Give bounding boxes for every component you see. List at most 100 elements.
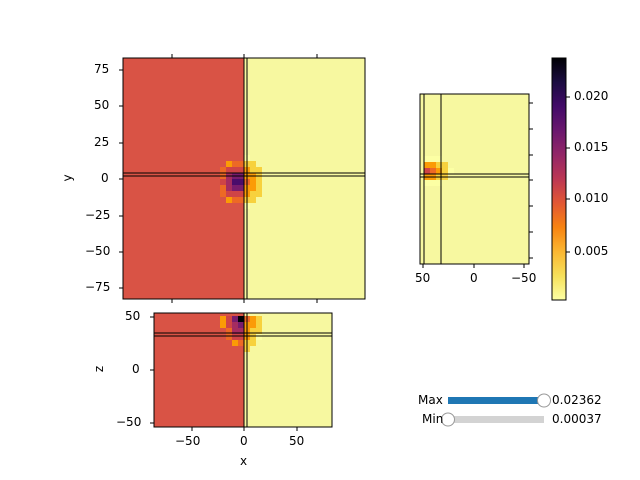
heatmap-cell [238,167,244,173]
heatmap-cell [250,167,256,173]
heatmap-cell [226,197,232,203]
xy-ylabel: y [60,174,75,182]
colorbar-ticks [566,96,570,253]
heatmap-cell [436,180,442,186]
zy-plot[interactable] [419,93,533,268]
heatmap-cell [436,156,442,162]
heatmap-cell [220,191,226,197]
xz-xtick-label: 0 [240,434,248,448]
xy-ytick-label: 50 [94,98,110,112]
zy-xtick-label: 0 [470,271,478,285]
heatmap-cell [232,322,238,328]
xz-xlabel: x [240,454,248,468]
min-slider-label: Min [422,412,444,426]
heatmap-cell [238,322,244,328]
heatmap-cell [238,161,244,167]
heatmap-cell [250,197,256,203]
zy-xtick-label: −50 [511,271,537,285]
heatmap-cell [238,197,244,203]
heatmap-cell [220,322,226,328]
heatmap-cell [250,328,256,334]
max-slider-fill [448,397,544,404]
xy-ytick-label: −75 [85,280,111,294]
heatmap-cell [232,197,238,203]
heatmap-cell [238,328,244,334]
xy-ticks [119,54,318,303]
heatmap-cell [232,167,238,173]
max-slider[interactable] [448,393,551,408]
max-slider-label: Max [418,393,443,407]
xy-plot[interactable] [119,54,366,303]
xz-ytick-label: −50 [116,415,142,429]
xz-ticks [150,316,298,431]
heatmap-cell [250,185,256,191]
heatmap-cell [220,179,226,185]
heatmap-cell [256,328,262,334]
heatmap-cell [232,316,238,322]
heatmap-cell [226,161,232,167]
heatmap-cell [250,316,256,322]
heatmap-cell [232,161,238,167]
xz-xtick-label: −50 [175,434,201,448]
heatmap-cell [424,180,430,186]
colorbar-tick-label: 0.015 [574,140,609,154]
xy-ytick-label: 25 [94,135,110,149]
heatmap-cell [238,316,244,322]
colorbar-frame [551,57,567,301]
min-slider-value: 0.00037 [552,412,602,426]
heatmap-cell [250,340,256,346]
heatmap-cell [430,180,436,186]
heatmap-cell [436,162,442,168]
colorbar-tick-label: 0.010 [574,191,609,205]
min-slider-handle[interactable] [441,412,455,427]
xy-ytick-label: 0 [101,171,109,185]
heatmap-cell [430,156,436,162]
zy-ticks [422,102,533,268]
min-slider-track[interactable] [448,416,544,423]
heatmap-cell [256,185,262,191]
heatmap-cell [238,179,244,185]
colorbar-tick-label: 0.005 [574,244,609,258]
colorbar [551,57,570,301]
min-slider[interactable] [441,412,545,427]
colorbar-tick-label: 0.020 [574,89,609,103]
heatmap-cell [256,179,262,185]
heatmap-cell [220,167,226,173]
heatmap-cell [226,167,232,173]
heatmap-cell [256,191,262,197]
heatmap-cell [424,162,430,168]
heatmap-cell [232,191,238,197]
heatmap-cell [256,167,262,173]
heatmap-cell [226,191,232,197]
heatmap-cell [250,161,256,167]
xy-ytick-label: −25 [85,208,111,222]
xy-source-blob [220,155,262,209]
heatmap-cell [238,191,244,197]
heatmap-cell [232,334,238,340]
xy-light-region [244,58,365,299]
xz-ylabel: z [92,365,107,373]
heatmap-cell [256,316,262,322]
heatmap-cell [238,334,244,340]
zy-xtick-label: 50 [415,271,431,285]
heatmap-cell [430,162,436,168]
xz-plot[interactable] [150,312,333,431]
heatmap-cell [250,179,256,185]
xy-ytick-label: −50 [85,244,111,258]
heatmap-cell [436,168,442,174]
heatmap-cell [238,185,244,191]
heatmap-cell [220,316,226,322]
heatmap-cell [430,168,436,174]
heatmap-cell [232,185,238,191]
max-slider-handle[interactable] [537,393,551,408]
heatmap-cell [232,328,238,334]
heatmap-cell [226,185,232,191]
max-slider-value: 0.02362 [552,393,602,407]
heatmap-cell [226,316,232,322]
heatmap-cell [256,334,262,340]
colorbar-gradient [552,58,566,300]
heatmap-cell [226,328,232,334]
heatmap-cell [448,168,454,174]
heatmap-cell [442,168,448,174]
